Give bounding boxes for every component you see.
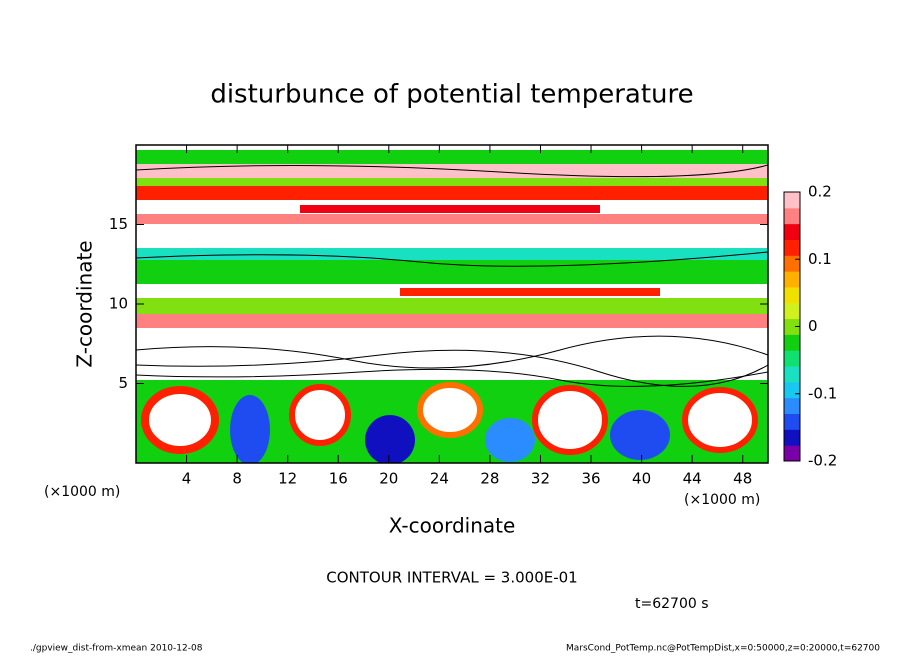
- colorbar-segment: [784, 271, 800, 288]
- colorbar-segment: [784, 429, 800, 446]
- colorbar-segment: [784, 286, 800, 304]
- colorbar-segment: [784, 397, 800, 415]
- colorbar-segment: [784, 192, 800, 209]
- colorbar-segment: [784, 350, 800, 367]
- colorbar-tick-label: -0.2: [808, 452, 837, 470]
- x-tick-label: 32: [531, 470, 550, 488]
- x-tick-label: 48: [733, 470, 752, 488]
- colorbar-segment: [784, 318, 800, 335]
- x-axis-title: X-coordinate: [389, 514, 516, 538]
- y-tick-label: 5: [118, 374, 128, 392]
- contour-interval: CONTOUR INTERVAL = 3.000E-01: [326, 569, 577, 587]
- x-tick-label: 40: [632, 470, 651, 488]
- colorbar-segment: [784, 445, 800, 462]
- chart-title: disturbunce of potential temperature: [210, 80, 693, 110]
- colorbar-tick-label: 0.2: [808, 183, 832, 201]
- x-tick-label: 44: [683, 470, 702, 488]
- colorbar-tick-label: -0.1: [808, 384, 837, 402]
- x-tick-label: 24: [430, 470, 449, 488]
- colorbar-tick-label: 0: [808, 317, 818, 335]
- time-label: t=62700 s: [635, 596, 709, 612]
- colorbar-tick-label: 0.1: [808, 250, 832, 268]
- x-tick-label: 28: [480, 470, 499, 488]
- colorbar-segment: [784, 255, 800, 272]
- y-tick-label: 15: [109, 215, 128, 233]
- colorbar-segment: [784, 381, 800, 399]
- x-tick-label: 36: [581, 470, 600, 488]
- footer-right: MarsCond_PotTemp.nc@PotTempDist,x=0:5000…: [566, 644, 880, 654]
- colorbar-segment: [784, 223, 800, 240]
- y-axis-title: Z-coordinate: [73, 240, 97, 367]
- x-tick-label: 20: [379, 470, 398, 488]
- y-unit: (×1000 m): [44, 484, 120, 500]
- y-tick-label: 10: [109, 295, 128, 313]
- x-tick-label: 16: [329, 470, 348, 488]
- x-tick-label: 12: [278, 470, 297, 488]
- x-tick-label: 4: [182, 470, 192, 488]
- colorbar-segment: [784, 302, 800, 320]
- field: [136, 145, 768, 463]
- colorbar-segment: [784, 413, 800, 430]
- footer-left: ./gpview_dist-from-xmean 2010-12-08: [30, 644, 203, 654]
- colorbar-segment: [784, 239, 800, 256]
- colorbar-segment: [784, 207, 800, 225]
- colorbar-segment: [784, 366, 800, 383]
- x-unit: (×1000 m): [684, 492, 760, 508]
- x-tick-label: 8: [232, 470, 242, 488]
- colorbar-segment: [784, 334, 800, 351]
